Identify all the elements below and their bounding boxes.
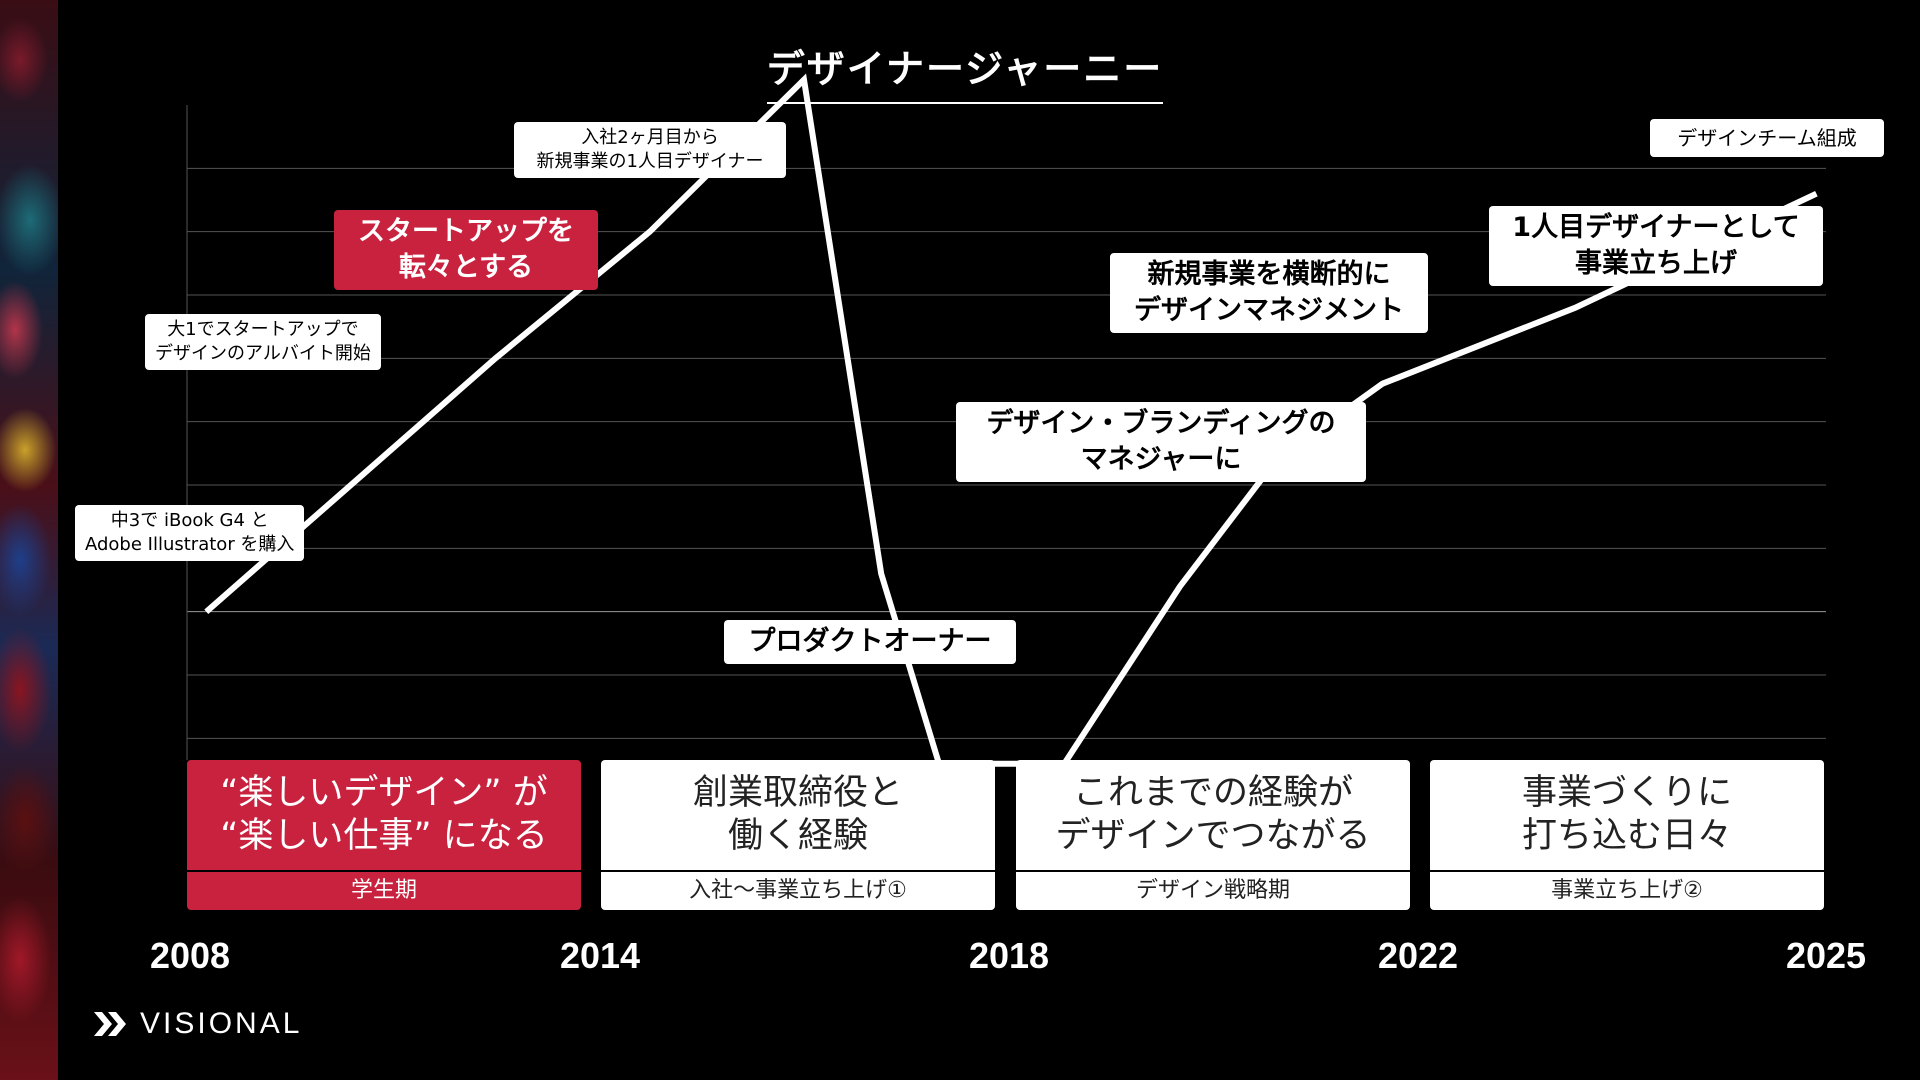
grid-lines: [187, 167, 1826, 739]
annotation-ibook: 中3で iBook G4 と Adobe Illustrator を購入: [75, 505, 305, 561]
annotation-branding: デザイン・ブランディングの マネジャーに: [956, 402, 1366, 482]
phase-joining-name: 入社〜事業立ち上げ①: [689, 878, 907, 903]
phase-strategy-text-line1: これまでの経験が: [1072, 773, 1353, 813]
annotation-parttime-line2: デザインのアルバイト開始: [155, 343, 371, 364]
logo-chevron-icon: [94, 1012, 126, 1036]
phase-launch2: 事業づくりに 打ち込む日々 事業立ち上げ②: [1430, 760, 1824, 910]
year-label-2008: 2008: [149, 935, 231, 976]
title-underline: [767, 102, 1163, 104]
annotation-startup-line2: 転々とする: [398, 252, 534, 283]
annotation-po-line1: プロダクトオーナー: [748, 626, 992, 657]
year-label-2014: 2014: [559, 935, 641, 976]
phase-strategy-text-line2: デザインでつながる: [1055, 816, 1371, 856]
visional-logo: VISIONAL: [94, 1004, 302, 1044]
phase-joining-text-line1: 創業取締役と: [692, 773, 903, 813]
year-label-2025: 2025: [1785, 935, 1867, 976]
phase-student-name: 学生期: [350, 878, 417, 903]
annotation-firstdesigner-line2: 事業立ち上げ: [1575, 248, 1737, 279]
annotation-crossmgmt-line1: 新規事業を横断的に: [1147, 259, 1391, 290]
annotation-newbiz: 入社2ヶ月目から 新規事業の1人目デザイナー: [514, 122, 786, 178]
phase-strategy-text: これまでの経験が デザインでつながる: [1016, 772, 1410, 858]
annotation-crossmgmt-line2: デザインマネジメント: [1134, 295, 1404, 326]
journey-line: [204, 73, 1818, 767]
annotation-team: デザインチーム組成: [1650, 119, 1884, 157]
annotation-startup-line1: スタートアップを: [358, 216, 574, 247]
phase-divider: [1016, 870, 1410, 872]
annotation-branding-line2: マネジャーに: [1080, 444, 1242, 475]
year-label-2022: 2022: [1377, 935, 1459, 976]
journey-line-group: [204, 73, 1818, 767]
phase-joining-text-line2: 働く経験: [727, 816, 868, 856]
phase-joining: 創業取締役と 働く経験 入社〜事業立ち上げ①: [601, 760, 995, 910]
annotation-parttime: 大1でスタートアップで デザインのアルバイト開始: [145, 314, 381, 370]
annotation-first-designer: 1人目デザイナーとして 事業立ち上げ: [1489, 206, 1823, 286]
phase-launch2-name: 事業立ち上げ②: [1551, 878, 1703, 903]
phase-launch2-text: 事業づくりに 打ち込む日々: [1430, 772, 1824, 858]
phase-strategy: これまでの経験が デザインでつながる デザイン戦略期: [1016, 760, 1410, 910]
year-label-2018: 2018: [968, 935, 1050, 976]
phase-student-text-line2: “楽しい仕事” になる: [220, 816, 548, 856]
annotation-ibook-line2: Adobe Illustrator を購入: [85, 534, 295, 555]
phase-joining-text: 創業取締役と 働く経験: [601, 772, 995, 858]
logo-text: VISIONAL: [140, 1007, 303, 1040]
annotation-startup: スタートアップを 転々とする: [334, 210, 598, 290]
decorative-art-strip: [0, 0, 58, 1080]
annotation-firstdesigner-line1: 1人目デザイナーとして: [1512, 212, 1800, 243]
phase-divider: [1430, 870, 1824, 872]
phase-launch2-text-line1: 事業づくりに: [1521, 773, 1732, 813]
phase-student-text: “楽しいデザイン” が “楽しい仕事” になる: [187, 772, 581, 858]
annotation-cross-management: 新規事業を横断的に デザインマネジメント: [1110, 253, 1428, 333]
annotation-branding-line1: デザイン・ブランディングの: [986, 408, 1336, 439]
annotation-parttime-line1: 大1でスタートアップで: [167, 319, 359, 340]
phase-launch2-text-line2: 打ち込む日々: [1521, 816, 1732, 856]
annotation-ibook-line1: 中3で iBook G4 と: [110, 510, 269, 531]
annotation-product-owner: プロダクトオーナー: [724, 620, 1016, 664]
annotation-newbiz-line1: 入社2ヶ月目から: [581, 127, 719, 148]
phase-student-text-line1: “楽しいデザイン” が: [220, 773, 548, 813]
phase-divider: [187, 870, 581, 872]
annotation-newbiz-line2: 新規事業の1人目デザイナー: [536, 151, 764, 172]
phase-divider: [601, 870, 995, 872]
page-title: デザイナージャーニー: [766, 47, 1164, 91]
phase-student: “楽しいデザイン” が “楽しい仕事” になる 学生期: [187, 760, 581, 910]
annotation-team-line1: デザインチーム組成: [1677, 126, 1857, 150]
phase-strategy-name: デザイン戦略期: [1135, 878, 1290, 903]
